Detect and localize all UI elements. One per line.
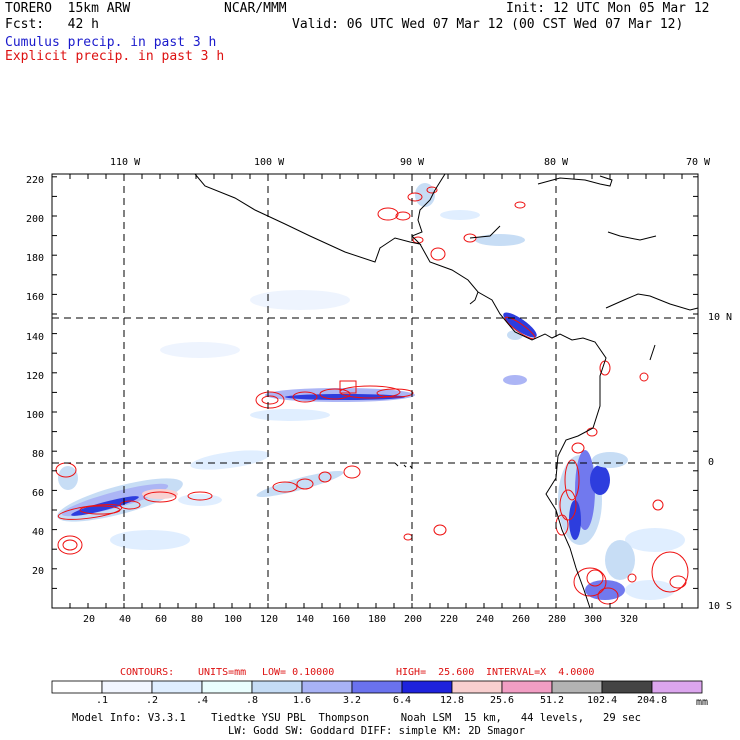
x-tick: 320 (620, 614, 639, 625)
lat-label-10s: 10 S (708, 601, 733, 612)
x-tick: 200 (404, 614, 423, 625)
y-tick: 180 (26, 253, 45, 264)
colorbar-swatch (501, 680, 553, 694)
x-tick: 140 (296, 614, 315, 625)
y-tick: 220 (26, 175, 45, 186)
contours-high: HIGH= 25.600 (396, 667, 475, 678)
lat-label-10n: 10 N (708, 312, 733, 323)
x-tick: 240 (476, 614, 495, 625)
lon-label-90w: 90 W (400, 157, 425, 168)
x-tick: 100 (224, 614, 243, 625)
forecast-hour: Fcst: 42 h (5, 17, 99, 32)
y-tick: 100 (26, 410, 45, 421)
y-tick: 60 (32, 488, 45, 499)
colorbar-level-label: 25.6 (490, 695, 515, 706)
colorbar-swatch (51, 680, 103, 694)
colorbar-swatch (551, 680, 603, 694)
x-tick: 80 (191, 614, 204, 625)
model-title: TORERO 15km ARW (5, 1, 131, 16)
init-time: Init: 12 UTC Mon 05 Mar 12 (506, 1, 710, 16)
y-tick: 40 (32, 527, 45, 538)
legend-cumulus: Cumulus precip. in past 3 h (5, 35, 217, 50)
model-info-line2: LW: Godd SW: Goddard DIFF: simple KM: 2D… (228, 725, 526, 737)
x-tick: 260 (512, 614, 531, 625)
legend-explicit: Explicit precip. in past 3 h (5, 49, 225, 64)
colorbar-level-label: 1.6 (293, 695, 312, 706)
x-tick: 280 (548, 614, 567, 625)
cumulus-precip-areas (57, 183, 685, 600)
colorbar-level-label: 6.4 (393, 695, 412, 706)
y-tick: 80 (32, 449, 45, 460)
valid-time: Valid: 06 UTC Wed 07 Mar 12 (00 CST Wed … (292, 17, 684, 32)
colorbar-swatch (601, 680, 653, 694)
colorbar-level-label: .4 (196, 695, 209, 706)
colorbar-swatch (251, 680, 303, 694)
colorbar-unit: mm (696, 697, 709, 708)
x-tick: 220 (440, 614, 459, 625)
x-tick: 60 (155, 614, 168, 625)
y-tick: 140 (26, 332, 45, 343)
y-tick: 160 (26, 292, 45, 303)
lon-label-100w: 100 W (254, 157, 285, 168)
colorbar-swatch (151, 680, 203, 694)
colorbar-level-label: .2 (146, 695, 159, 706)
x-tick: 20 (83, 614, 96, 625)
x-tick: 180 (368, 614, 387, 625)
x-tick: 120 (260, 614, 279, 625)
axis-tick-marks (51, 174, 698, 609)
colorbar-swatch (451, 680, 503, 694)
colorbar-swatch (401, 680, 453, 694)
colorbar-level-label: 12.8 (440, 695, 465, 706)
y-tick: 20 (32, 566, 45, 577)
contours-low: LOW= 0.10000 (262, 667, 335, 678)
colorbar-swatch (351, 680, 403, 694)
colorbar-level-label: .1 (96, 695, 109, 706)
y-tick: 200 (26, 214, 45, 225)
x-tick: 40 (119, 614, 132, 625)
colorbar-level-label: 102.4 (587, 695, 618, 706)
contours-label: CONTOURS: (120, 667, 175, 678)
lat-label-0: 0 (708, 457, 715, 468)
colorbar-swatch (301, 680, 353, 694)
colorbar-swatch (101, 680, 153, 694)
lon-label-80w: 80 W (544, 157, 569, 168)
colorbar-level-label: 204.8 (637, 695, 668, 706)
contours-interval: INTERVAL=X 4.0000 (486, 667, 595, 678)
colorbar-swatch (201, 680, 253, 694)
colorbar-swatch (651, 680, 703, 694)
model-info-line1: Model Info: V3.3.1 Tiedtke YSU PBL Thomp… (72, 712, 641, 724)
colorbar-level-label: .8 (246, 695, 259, 706)
x-tick: 300 (584, 614, 603, 625)
graticule (52, 174, 698, 608)
y-tick: 120 (26, 371, 45, 382)
colorbar-level-label: 51.2 (540, 695, 565, 706)
lon-label-70w: 70 W (686, 157, 711, 168)
coastline (194, 173, 699, 609)
colorbar-level-label: 3.2 (343, 695, 362, 706)
contours-units: UNITS=mm (198, 667, 247, 678)
x-tick: 160 (332, 614, 351, 625)
org-label: NCAR/MMM (224, 1, 287, 16)
lon-label-110w: 110 W (110, 157, 141, 168)
map-border (51, 173, 699, 609)
